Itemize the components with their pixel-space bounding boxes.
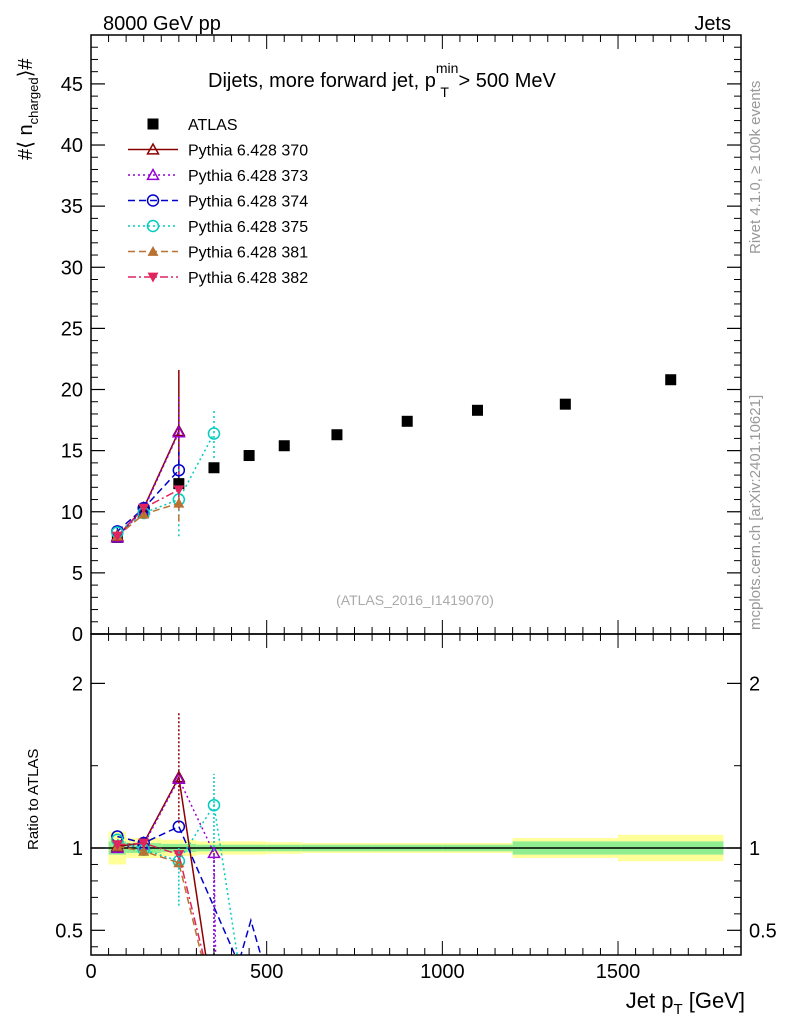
ratio-point: [173, 857, 185, 868]
ratio-point: [173, 850, 185, 861]
y-tick-label: 5: [72, 563, 83, 585]
ratio-series-line: [117, 803, 239, 955]
legend-marker: [146, 142, 160, 155]
mc-point: [207, 427, 221, 440]
y-tick-label: 2: [72, 673, 83, 695]
mc-point: [138, 508, 150, 519]
x-tick-label: 1500: [596, 961, 641, 983]
ratio-point: [138, 838, 150, 849]
series-line: [116, 431, 180, 538]
x-tick-label: 1000: [420, 961, 465, 983]
mc-point: [172, 425, 186, 438]
legend-marker: [147, 118, 159, 130]
x-axis-label: Jet pT [GeV]: [626, 988, 745, 1018]
mcplots-label: mcplots.cern.ch [arXiv:2401.10621]: [747, 395, 764, 630]
y-tick-label: 25: [61, 318, 83, 340]
ratio-series-line: [117, 777, 217, 955]
atlas-data-point: [331, 429, 343, 441]
legend-marker: [147, 272, 159, 283]
series-line: [116, 430, 180, 537]
header-left: 8000 GeV pp: [103, 13, 221, 35]
x-tick-label: 0: [85, 961, 96, 983]
atlas-data-point: [278, 440, 290, 452]
mc-point: [173, 485, 185, 496]
y-tick-label-right: 0.5: [749, 920, 777, 942]
mc-point: [111, 531, 123, 542]
y-tick-label: 35: [61, 196, 83, 218]
ratio-series-line: [117, 774, 207, 955]
y-tick-label: 45: [61, 74, 83, 96]
y-tick-label: 15: [61, 441, 83, 463]
mc-point: [138, 503, 150, 514]
atlas-data-point: [243, 450, 255, 462]
legend-label: Pythia 6.428 382: [188, 270, 308, 287]
legend-label: Pythia 6.428 373: [188, 168, 308, 185]
ratio-frame: [90, 633, 742, 956]
y-tick-label: 10: [61, 502, 83, 524]
y-tick-label-right: 1: [749, 838, 760, 860]
y-tick-label-right: 2: [749, 673, 760, 695]
legend-label: Pythia 6.428 375: [188, 219, 308, 236]
main-panel: 0 5 10 15 20 25 30 35 40 45: [61, 34, 742, 646]
x-tick-label: 500: [250, 961, 283, 983]
legend-label: Pythia 6.428 370: [188, 143, 308, 160]
mc-point: [172, 463, 186, 477]
y-tick-label: 30: [61, 257, 83, 279]
legend: ATLAS Pythia 6.428 370 Pythia 6.428 373 Pyt…: [128, 117, 308, 287]
y-tick-label: 1: [72, 838, 83, 860]
atlas-data-point: [471, 404, 483, 416]
main-ylabel: #⟨ ncharged⟩#: [15, 58, 41, 160]
legend-marker: [146, 219, 160, 233]
atlas-data-point: [208, 462, 220, 474]
mc-point: [173, 497, 185, 508]
ratio-series-line: [117, 842, 204, 955]
ratio-series-line: [117, 845, 203, 955]
ratio-panel: 0.5 0.5 1 1 2 2 0 500 1000 1500: [55, 633, 777, 983]
series-line: [116, 433, 215, 534]
main-series-group: [110, 369, 677, 543]
main-title: Dijets, more forward jet, pmin T > 500 Me…: [208, 60, 556, 100]
legend-label: Pythia 6.428 374: [188, 194, 308, 211]
legend-label: Pythia 6.428 381: [188, 245, 308, 262]
ratio-series-group: [110, 713, 262, 955]
analysis-watermark: (ATLAS_2016_I1419070): [336, 592, 494, 608]
series-line: [116, 469, 180, 532]
atlas-data-point: [173, 478, 185, 490]
y-tick-label: 40: [61, 135, 83, 157]
header-right: Jets: [694, 13, 731, 35]
y-tick-label: 20: [61, 380, 83, 402]
ratio-ylabel: Ratio to ATLAS: [25, 749, 42, 850]
ratio-point: [172, 820, 186, 833]
ratio-point: [111, 840, 123, 851]
legend-label: ATLAS: [188, 117, 238, 134]
ratio-point: [138, 845, 150, 856]
y-tick-label: 0.5: [55, 920, 83, 942]
legend-marker: [146, 194, 160, 207]
legend-marker: [147, 246, 159, 256]
legend-marker: [146, 167, 160, 181]
ratio-series-line: [117, 825, 262, 955]
atlas-data-point: [665, 374, 677, 386]
atlas-data-point: [559, 398, 571, 410]
y-tick-label: 0: [72, 624, 83, 646]
rivet-label: Rivet 4.1.0, ≥ 100k events: [747, 81, 764, 254]
atlas-data-point: [401, 415, 413, 427]
